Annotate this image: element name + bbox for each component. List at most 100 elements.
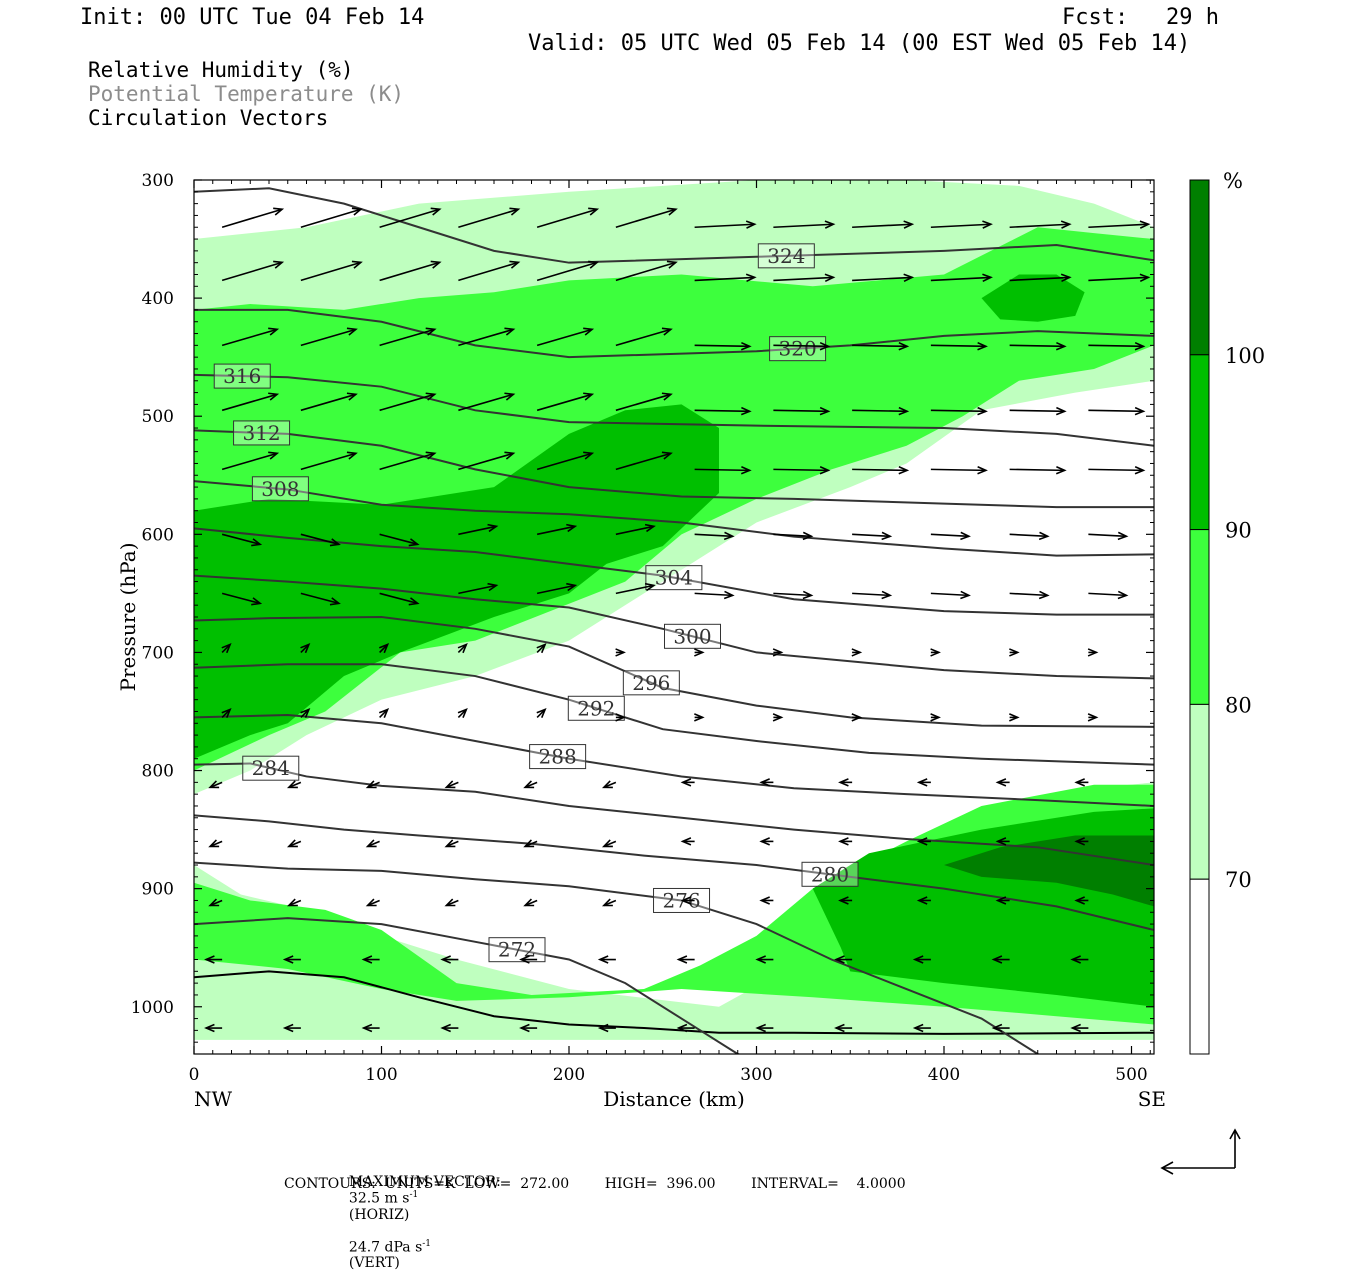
theta-label-296: 296	[632, 671, 670, 695]
colorbar-band-2	[1189, 529, 1210, 705]
vector-23	[1088, 273, 1151, 283]
vector-86	[378, 642, 390, 654]
vector-38	[379, 392, 437, 412]
vector-106	[1009, 713, 1020, 722]
theta-label-box-272	[488, 937, 546, 963]
y-tick-label-300: 300	[142, 171, 174, 191]
vector-115	[759, 778, 774, 787]
theta-label-300: 300	[673, 624, 711, 648]
vector-63	[458, 523, 499, 536]
vector-141	[916, 896, 931, 905]
vector-123	[444, 839, 459, 848]
vector-143	[1074, 896, 1089, 905]
vector-4	[536, 207, 600, 229]
vector-139	[759, 896, 774, 905]
theta-contour-316	[194, 373, 1154, 447]
theta-label-312: 312	[242, 421, 280, 445]
colorbar-label-100: 100	[1225, 344, 1265, 368]
vector-110	[365, 780, 380, 789]
reference-vector-icon	[1160, 1128, 1241, 1175]
vector-126	[680, 837, 695, 846]
vector-71	[1088, 531, 1129, 541]
vector-42	[694, 406, 752, 416]
theta-label-box-292	[567, 695, 625, 721]
theta-contour-312	[194, 429, 1154, 509]
x-axis-title: Distance (km)	[603, 1087, 745, 1111]
max-vector-vert-exp: -1	[422, 1238, 432, 1249]
theta-label-292: 292	[577, 696, 615, 720]
max-vector-horiz: 32.5 m s	[348, 1190, 410, 1207]
vector-161	[597, 1023, 616, 1033]
vector-135	[444, 898, 459, 907]
theta-contour-284	[194, 762, 1154, 867]
vector-61	[300, 533, 341, 547]
theta-contour-320	[194, 308, 1154, 359]
vector-122	[365, 839, 380, 848]
vector-39	[458, 392, 516, 412]
vector-102	[694, 713, 705, 722]
terrain-line	[193, 970, 1155, 1035]
vector-43	[773, 406, 831, 416]
rh-shading	[194, 180, 1154, 1040]
vector-154	[991, 955, 1010, 964]
max-vector-horiz-suffix: (HORIZ)	[348, 1206, 410, 1223]
init-time: Init: 00 UTC Tue 04 Feb 14	[80, 5, 425, 30]
x-end-label-nw: NW	[194, 1087, 233, 1111]
vector-159	[440, 1023, 459, 1033]
y-tick-label-700: 700	[142, 643, 174, 663]
theta-label-316: 316	[223, 364, 261, 388]
rh-region-100-7	[944, 835, 1154, 907]
vector-13	[300, 260, 363, 282]
vector-9	[930, 220, 993, 229]
vector-0	[221, 207, 285, 229]
vector-64	[536, 523, 578, 536]
vector-54	[694, 465, 752, 475]
vector-133	[286, 898, 302, 907]
vector-75	[458, 582, 499, 595]
vector-90	[694, 648, 705, 657]
vector-6	[694, 220, 757, 229]
max-vector-vert-suffix: (VERT)	[348, 1255, 400, 1271]
vector-57	[930, 465, 988, 475]
theta-label-box-284	[242, 755, 300, 781]
vector-80	[852, 590, 893, 600]
forecast-label: Fcst:	[1062, 5, 1129, 30]
vector-136	[523, 898, 538, 907]
theta-label-box-288	[529, 744, 587, 770]
vector-24	[221, 327, 280, 347]
vector-142	[995, 896, 1010, 905]
vector-55	[773, 465, 831, 475]
vector-60	[221, 533, 263, 547]
vector-99	[457, 707, 468, 719]
colorbar-label-90: 90	[1225, 519, 1252, 543]
vector-145	[282, 955, 301, 964]
vector-35	[1088, 341, 1146, 351]
vector-96	[221, 707, 232, 719]
vector-27	[458, 327, 516, 347]
vector-62	[379, 533, 420, 547]
theta-contour-324	[194, 187, 1154, 264]
vector-16	[536, 260, 600, 282]
vector-84	[221, 642, 232, 654]
field-vectors: Circulation Vectors	[88, 106, 329, 130]
vector-150	[676, 955, 695, 964]
contours-info: CONTOURS: UNITS=K LOW= 272.00 HIGH= 396.…	[284, 1176, 906, 1192]
vector-134	[365, 898, 380, 907]
y-tick-label-800: 800	[142, 762, 174, 782]
theta-contours	[194, 187, 1154, 1054]
vector-15	[458, 260, 521, 282]
vector-160	[519, 1023, 538, 1033]
vector-40	[536, 392, 595, 412]
vector-12	[221, 260, 285, 282]
forecast-hour: 29 h	[1166, 5, 1219, 30]
vector-138	[680, 896, 695, 905]
vector-82	[1009, 590, 1050, 600]
theta-contour-300	[194, 574, 1154, 680]
vector-94	[1009, 648, 1020, 657]
vector-50	[379, 451, 437, 471]
vector-73	[300, 592, 341, 606]
circulation-vectors	[204, 207, 1151, 1033]
colorbar-band-4	[1189, 878, 1210, 1055]
x-tick-label-500: 500	[1115, 1065, 1147, 1085]
vector-31	[773, 341, 831, 351]
